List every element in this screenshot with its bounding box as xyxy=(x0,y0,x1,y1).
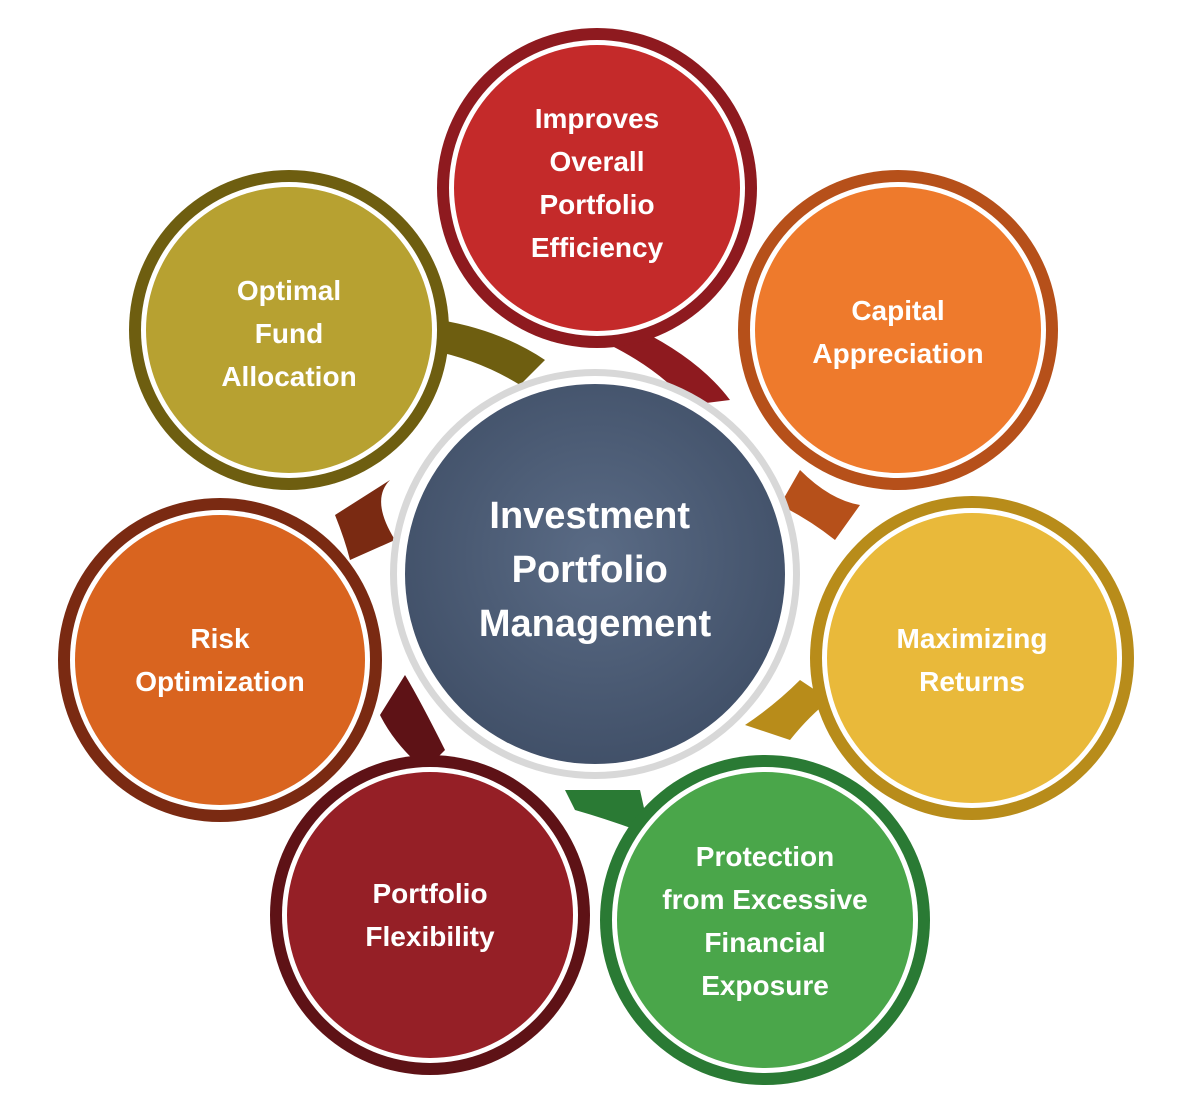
tail-risk-optimization xyxy=(335,480,395,560)
center-node: Investment Portfolio Management xyxy=(390,369,800,779)
petal-label-line-2: Appreciation xyxy=(812,338,983,369)
center-circle xyxy=(405,384,785,764)
petal-risk-optimization: Risk Optimization xyxy=(58,498,382,822)
tail-maximizing-returns xyxy=(745,680,830,740)
tail-optimal-fund xyxy=(430,320,545,385)
petal-label-line-2: Flexibility xyxy=(365,921,495,952)
tail-portfolio-flexibility xyxy=(380,675,445,770)
petal-label-line-3: Portfolio xyxy=(539,189,654,220)
petal-circle xyxy=(827,513,1117,803)
petal-label: Capital Appreciation xyxy=(812,295,983,369)
tail-capital-appreciation xyxy=(780,470,860,540)
petal-label: Improves Overall Portfolio Efficiency xyxy=(531,103,664,263)
center-title-line-2: Portfolio xyxy=(512,549,668,591)
petal-label-line-2: Fund xyxy=(255,318,323,349)
petal-label: Portfolio Flexibility xyxy=(365,878,495,952)
petal-optimal-fund-allocation: Optimal Fund Allocation xyxy=(129,170,449,490)
petal-label: Maximizing Returns xyxy=(897,623,1048,697)
petal-label-line-1: Portfolio xyxy=(372,878,487,909)
center-title-line-3: Management xyxy=(479,603,712,645)
petal-circles: Improves Overall Portfolio Efficiency Capita… xyxy=(58,28,1134,1085)
petal-label: Protection from Excessive Financial Exposur… xyxy=(662,841,867,1001)
petal-label: Risk Optimization xyxy=(135,623,305,697)
petal-label-line-1: Maximizing xyxy=(897,623,1048,654)
tail-protection xyxy=(565,790,650,835)
petal-circle xyxy=(287,772,573,1058)
petal-circle xyxy=(146,187,432,473)
petal-label-line-2: Overall xyxy=(550,146,645,177)
petal-capital-appreciation: Capital Appreciation xyxy=(738,170,1058,490)
petal-label-line-1: Capital xyxy=(851,295,944,326)
center-title-line-1: Investment xyxy=(489,495,690,537)
petal-label: Optimal Fund Allocation xyxy=(221,275,356,392)
petal-label-line-3: Financial xyxy=(704,927,825,958)
petal-maximizing-returns: Maximizing Returns xyxy=(810,496,1134,820)
petal-improves-overall-portfolio-efficiency: Improves Overall Portfolio Efficiency xyxy=(437,28,757,348)
petal-label-line-2: Optimization xyxy=(135,666,305,697)
petal-label-line-1: Protection xyxy=(696,841,834,872)
petal-protection-from-excessive-financial-exposure: Protection from Excessive Financial Exposur… xyxy=(600,755,930,1085)
petal-circle xyxy=(617,772,913,1068)
connector-tails xyxy=(335,320,860,835)
tail-improves-efficiency xyxy=(610,330,730,405)
petal-portfolio-flexibility: Portfolio Flexibility xyxy=(270,755,590,1075)
petal-circle xyxy=(454,45,740,331)
petal-label-line-2: Returns xyxy=(919,666,1025,697)
petal-label-line-4: Efficiency xyxy=(531,232,664,263)
svg-text:Investment Portfolio: Investment Portfolio Management xyxy=(479,495,712,645)
petal-circle xyxy=(75,515,365,805)
petal-label-line-4: Exposure xyxy=(701,970,829,1001)
petal-circle xyxy=(755,187,1041,473)
petal-label-line-1: Risk xyxy=(190,623,250,654)
petal-label-line-2: from Excessive xyxy=(662,884,867,915)
petal-label-line-1: Improves xyxy=(535,103,660,134)
petal-label-line-3: Allocation xyxy=(221,361,356,392)
petal-label-line-1: Optimal xyxy=(237,275,341,306)
